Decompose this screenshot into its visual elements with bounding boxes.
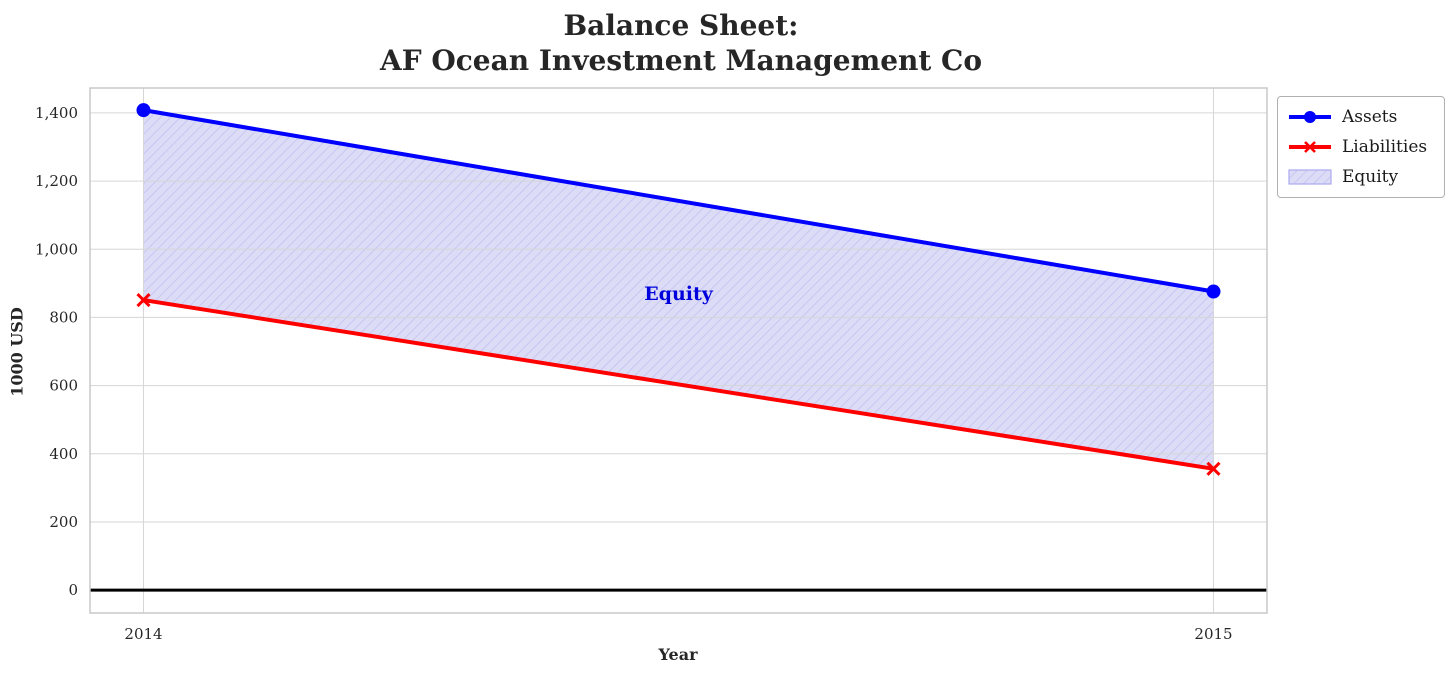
legend-item-assets: Assets bbox=[1288, 105, 1434, 129]
y-tick-label: 800 bbox=[49, 308, 78, 326]
x-tick-label: 2015 bbox=[1194, 625, 1232, 643]
y-tick-label: 1,200 bbox=[35, 172, 78, 190]
liabilities-marker bbox=[1206, 461, 1221, 476]
y-tick-label: 200 bbox=[49, 513, 78, 531]
assets-marker bbox=[1206, 284, 1221, 299]
liabilities-marker bbox=[136, 292, 151, 308]
legend-label-assets: Assets bbox=[1342, 107, 1398, 127]
equity-area-label: Equity bbox=[644, 282, 713, 305]
chart-title: Balance Sheet: AF Ocean Investment Manag… bbox=[380, 8, 982, 79]
assets-line bbox=[143, 108, 1214, 294]
legend-item-liabilities: Liabilities bbox=[1288, 135, 1434, 159]
y-tick-label: 400 bbox=[49, 445, 78, 463]
y-tick-label: 1,000 bbox=[35, 240, 78, 258]
equity-patch-swatch bbox=[1288, 169, 1332, 185]
legend-label-liabilities: Liabilities bbox=[1342, 137, 1428, 157]
assets-marker bbox=[136, 103, 151, 118]
x-axis-label: Year bbox=[658, 645, 698, 664]
chart-title-line2: AF Ocean Investment Management Co bbox=[379, 44, 983, 78]
y-tick-label: 1,400 bbox=[35, 104, 78, 122]
legend: Assets Liabilities Equity bbox=[1277, 96, 1445, 198]
legend-label-equity: Equity bbox=[1342, 167, 1399, 187]
equity-area bbox=[143, 110, 1214, 469]
liabilities-line-swatch bbox=[1289, 141, 1331, 153]
chart-title-line1: Balance Sheet: bbox=[563, 9, 799, 42]
y-tick-label: 600 bbox=[49, 377, 78, 395]
y-tick-label: 0 bbox=[68, 581, 78, 599]
x-tick-label: 2014 bbox=[124, 625, 162, 643]
assets-line-swatch bbox=[1289, 111, 1331, 123]
liabilities-line bbox=[143, 298, 1214, 471]
legend-item-equity: Equity bbox=[1288, 165, 1434, 189]
plot-frame bbox=[89, 87, 1268, 614]
